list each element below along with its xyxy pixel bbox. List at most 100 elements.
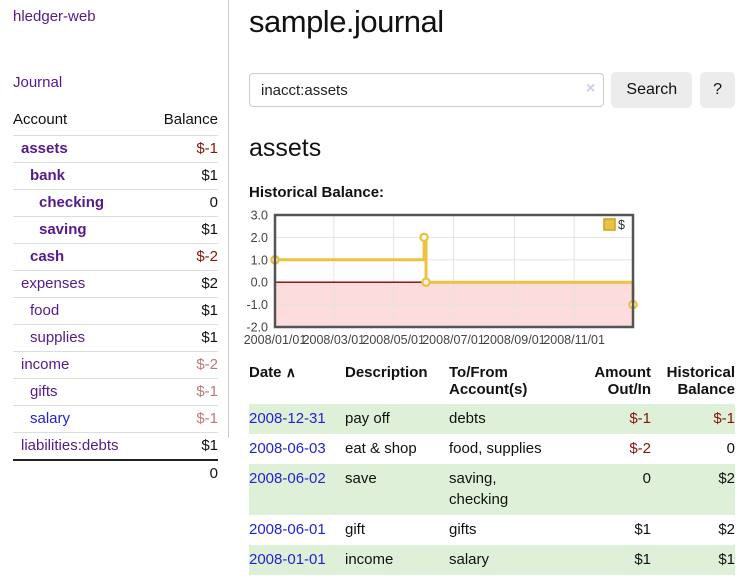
chart-title: Historical Balance: xyxy=(249,184,385,201)
register-cell-amount: $-2 xyxy=(629,440,651,457)
account-row: assets $-1 xyxy=(13,135,218,163)
date-link[interactable]: 2008-06-01 xyxy=(249,521,326,538)
legend-label: $ xyxy=(618,218,625,232)
account-link[interactable]: checking xyxy=(39,194,105,211)
account-balance: $-1 xyxy=(196,383,218,400)
register-cell-amount: 0 xyxy=(569,464,651,515)
register-cell-balance: $-1 xyxy=(651,404,735,434)
account-row: bank $1 xyxy=(13,162,218,190)
account-row: salary $-1 xyxy=(13,405,218,433)
register-row[interactable]: 2008-01-01 income salary $1 $1 xyxy=(249,545,735,575)
register-cell-date: 2008-06-02 xyxy=(249,464,345,515)
x-tick-label: 2008/03/01 xyxy=(303,333,366,347)
register-row[interactable]: 2008-06-02 save saving, checking 0 $2 xyxy=(249,464,735,515)
account-row: gifts $-1 xyxy=(13,378,218,406)
account-row: saving $1 xyxy=(13,216,218,244)
register-cell-description: pay off xyxy=(345,404,449,434)
account-link[interactable]: food xyxy=(30,302,60,319)
app-title-link[interactable]: hledger-web xyxy=(13,8,96,25)
register-header-amount: Amount Out/In xyxy=(594,364,651,398)
account-link[interactable]: assets xyxy=(21,140,68,157)
register-row[interactable]: 2008-06-01 gift gifts $1 $2 xyxy=(249,515,735,545)
date-link[interactable]: 2008-06-02 xyxy=(249,470,326,487)
main-content: sample.journal × Search ? assets Histori… xyxy=(229,0,742,575)
register-cell-date: 2008-12-31 xyxy=(249,404,345,434)
account-link[interactable]: cash xyxy=(30,248,65,265)
y-tick-label: -2.0 xyxy=(246,321,268,335)
register-table: Date ∧ Description To/From Account(s) Am… xyxy=(249,361,735,575)
account-link[interactable]: income xyxy=(21,356,70,373)
x-tick-label: 2008/09/01 xyxy=(483,333,546,347)
sidebar: hledger-web Journal Account Balance asse… xyxy=(0,0,229,482)
account-heading: assets xyxy=(249,134,322,162)
date-link[interactable]: 2008-06-03 xyxy=(249,440,326,457)
data-point-marker xyxy=(421,277,431,287)
account-link[interactable]: bank xyxy=(30,167,66,184)
account-balance: $2 xyxy=(201,275,218,292)
register-header-date[interactable]: Date ∧ xyxy=(249,364,296,381)
account-balance: $1 xyxy=(201,437,218,454)
y-tick-label: 2.0 xyxy=(251,231,268,245)
clear-search-icon[interactable]: × xyxy=(586,80,596,97)
accounts-total-row: 0 xyxy=(13,460,218,487)
register-cell-balance: 0 xyxy=(726,440,735,457)
account-balance: $1 xyxy=(201,167,218,184)
register-cell-balance: $1 xyxy=(651,545,735,575)
account-row: checking 0 xyxy=(13,189,218,217)
register-header-accounts: To/From Account(s) xyxy=(449,364,528,398)
account-balance: $1 xyxy=(201,329,218,346)
register-cell-date: 2008-01-01 xyxy=(249,545,345,575)
account-link[interactable]: liabilities:debts xyxy=(21,437,119,454)
account-link[interactable]: supplies xyxy=(30,329,86,346)
register-cell-balance: $2 xyxy=(651,464,735,515)
sort-asc-icon: ∧ xyxy=(285,364,296,380)
account-balance: $-1 xyxy=(196,410,218,427)
help-button[interactable]: ? xyxy=(700,72,735,108)
register-cell-balance: $2 xyxy=(718,521,735,538)
search-form: × Search ? xyxy=(249,72,735,108)
account-link[interactable]: gifts xyxy=(30,383,58,400)
register-row[interactable]: 2008-12-31 pay off debts $-1 $-1 xyxy=(249,404,735,434)
register-cell-amount: $1 xyxy=(569,545,651,575)
register-cell-amount: $1 xyxy=(634,521,651,538)
sidebar-item-journal[interactable]: Journal xyxy=(13,74,63,91)
accounts-header-account: Account xyxy=(13,111,68,128)
register-cell-accounts: saving, checking xyxy=(449,464,569,515)
register-cell-date: 2008-06-01 xyxy=(249,515,345,545)
register-header-balance: Historical Balance xyxy=(666,364,735,398)
account-row: income $-2 xyxy=(13,351,218,379)
accounts-header-balance: Balance xyxy=(163,111,218,128)
account-link[interactable]: saving xyxy=(39,221,87,238)
register-cell-description: gift xyxy=(345,521,366,538)
chart-canvas: 3.0 2.0 1.0 0.0 -1.0 -2.02008/01/012008/03/01… xyxy=(244,209,638,347)
chart-frame xyxy=(273,213,635,329)
account-row: liabilities:debts $1 xyxy=(13,432,218,461)
register-cell-description: income xyxy=(345,545,449,575)
register-cell-accounts: gifts xyxy=(449,521,477,538)
search-input[interactable] xyxy=(249,73,605,107)
y-tick-label: 0.0 xyxy=(251,276,268,290)
date-link[interactable]: 2008-12-31 xyxy=(249,410,326,427)
x-tick-label: 2008/01/01 xyxy=(244,333,307,347)
y-tick-label: 1.0 xyxy=(251,253,268,267)
date-link[interactable]: 2008-01-01 xyxy=(249,551,326,568)
page-title: sample.journal xyxy=(249,4,444,39)
account-link[interactable]: salary xyxy=(30,410,71,427)
x-tick-label: 2008/05/01 xyxy=(362,333,425,347)
search-button[interactable]: Search xyxy=(611,72,693,108)
x-tick-label: 2008/11/01 xyxy=(543,333,605,347)
register-row[interactable]: 2008-06-03 eat & shop food, supplies $-2 0 xyxy=(249,434,735,464)
x-tick-label: 2008/07/01 xyxy=(422,333,485,347)
account-balance: $-1 xyxy=(196,140,218,157)
account-balance: $-2 xyxy=(196,248,218,265)
account-row: expenses $2 xyxy=(13,270,218,298)
y-tick-label: 3.0 xyxy=(251,209,268,223)
data-point-marker xyxy=(419,232,429,243)
account-balance: $1 xyxy=(201,302,218,319)
account-link[interactable]: expenses xyxy=(21,275,86,292)
account-row: food $1 xyxy=(13,297,218,325)
account-balance: 0 xyxy=(209,194,218,211)
register-cell-accounts: debts xyxy=(449,404,569,434)
historical-balance-chart: 3.0 2.0 1.0 0.0 -1.0 -2.0 2008/01/01 2008/03/01… xyxy=(241,208,735,350)
accounts-table: Account Balance assets $-1 bank $1 checking 0… xyxy=(13,105,218,487)
